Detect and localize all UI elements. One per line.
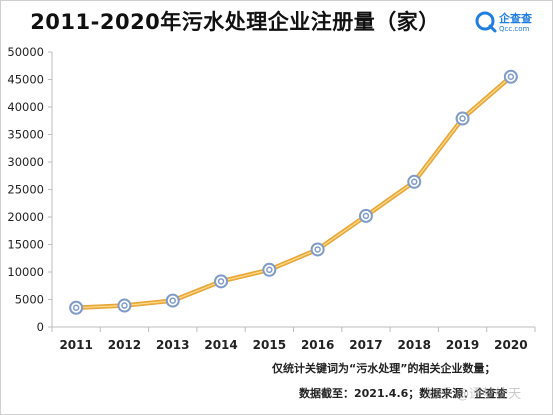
y-tick-label: 10000 xyxy=(7,265,44,279)
x-tick-label: 2018 xyxy=(398,338,431,352)
series-line-highlight xyxy=(76,76,512,309)
footnote-source: 数据截至：2021.4.6；数据来源：企查查 xyxy=(299,387,508,400)
data-point-2015 xyxy=(262,262,277,277)
data-point-2013 xyxy=(165,293,180,308)
y-tick-label: 40000 xyxy=(7,100,44,114)
y-tick-label: 20000 xyxy=(7,210,44,224)
x-tick-label: 2017 xyxy=(349,338,382,352)
data-point-2014 xyxy=(214,274,229,289)
brand-block: 企查查 Qcc.com xyxy=(475,8,545,38)
watermark: 知乎 @逐梦枕天 xyxy=(426,387,522,402)
x-tick-label: 2020 xyxy=(494,338,527,352)
y-tick-label: 45000 xyxy=(7,73,44,87)
x-tick-label: 2011 xyxy=(59,338,92,352)
x-tick-label: 2019 xyxy=(446,338,479,352)
y-tick-label: 30000 xyxy=(7,155,44,169)
data-point-2012 xyxy=(117,298,132,313)
y-tick-label: 15000 xyxy=(7,238,44,252)
brand-domain: Qcc.com xyxy=(499,25,530,33)
data-point-2019 xyxy=(455,111,470,126)
x-tick-label: 2012 xyxy=(108,338,141,352)
footnote-scope: 仅统计关键词为“污水处理”的相关企业数量； xyxy=(272,362,496,375)
qcc-logo-icon xyxy=(475,11,497,33)
data-point-2020 xyxy=(503,69,518,84)
x-tick-label: 2013 xyxy=(156,338,189,352)
x-tick-label: 2016 xyxy=(301,338,334,352)
x-tick-label: 2014 xyxy=(204,338,237,352)
x-tick-label: 2015 xyxy=(253,338,286,352)
y-tick-label: 5000 xyxy=(15,293,44,307)
data-point-2017 xyxy=(358,208,373,223)
chart-title: 2011-2020年污水处理企业注册量（家） xyxy=(30,10,440,34)
y-tick-label: 25000 xyxy=(7,183,44,197)
y-tick-label: 50000 xyxy=(7,45,44,59)
data-point-2016 xyxy=(310,242,325,257)
data-point-2018 xyxy=(407,174,422,189)
y-tick-label: 0 xyxy=(37,320,44,334)
series-line-outline xyxy=(76,75,513,310)
brand-name: 企查查 xyxy=(499,12,532,25)
series-line xyxy=(76,75,512,309)
y-tick-label: 35000 xyxy=(7,128,44,142)
data-point-2011 xyxy=(69,300,84,315)
